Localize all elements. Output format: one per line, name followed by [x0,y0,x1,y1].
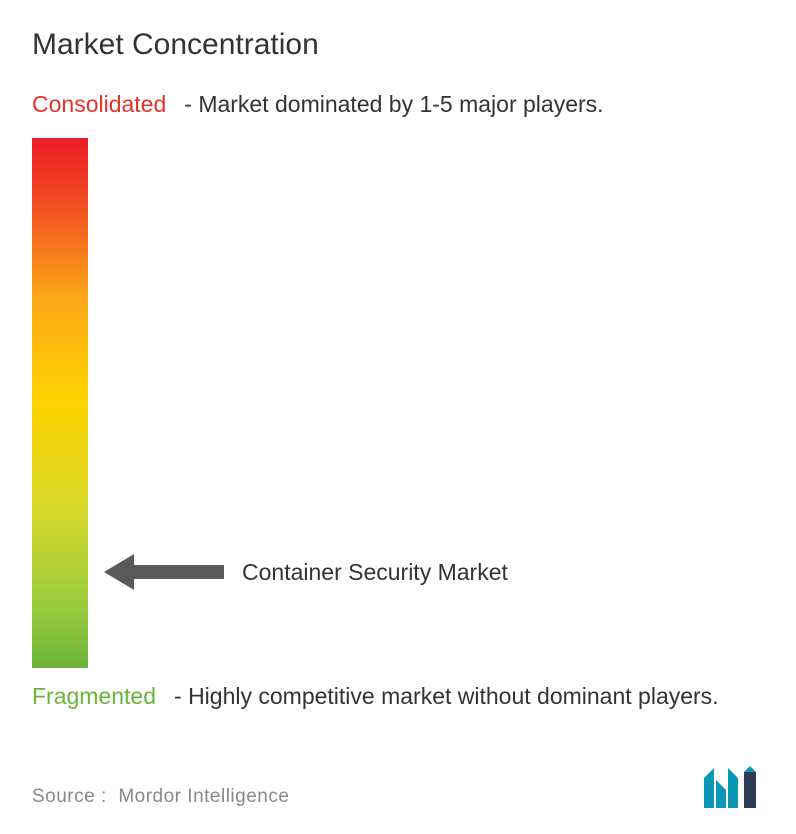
source-name: Mordor Intelligence [118,786,289,807]
concentration-chart: Container Security Market [32,138,764,668]
consolidated-label: Consolidated [32,90,166,120]
mordor-logo-icon [702,766,764,808]
source-prefix: Source : [32,786,107,807]
fragmented-desc-text: - Highly competitive market without domi… [174,682,719,712]
source-text: Source : Mordor Intelligence [32,786,289,808]
fragmented-description: Fragmented - Highly competitive market w… [32,682,764,712]
market-marker: Container Security Market [104,554,508,590]
consolidated-desc-text: - Market dominated by 1-5 major players. [184,90,603,120]
consolidated-description: Consolidated - Market dominated by 1-5 m… [32,90,764,120]
arrow-left-icon [104,554,224,590]
fragmented-label: Fragmented [32,682,156,712]
source-row: Source : Mordor Intelligence [32,766,764,808]
page-title: Market Concentration [32,28,764,62]
market-marker-label: Container Security Market [242,559,508,586]
gradient-bar [32,138,88,668]
